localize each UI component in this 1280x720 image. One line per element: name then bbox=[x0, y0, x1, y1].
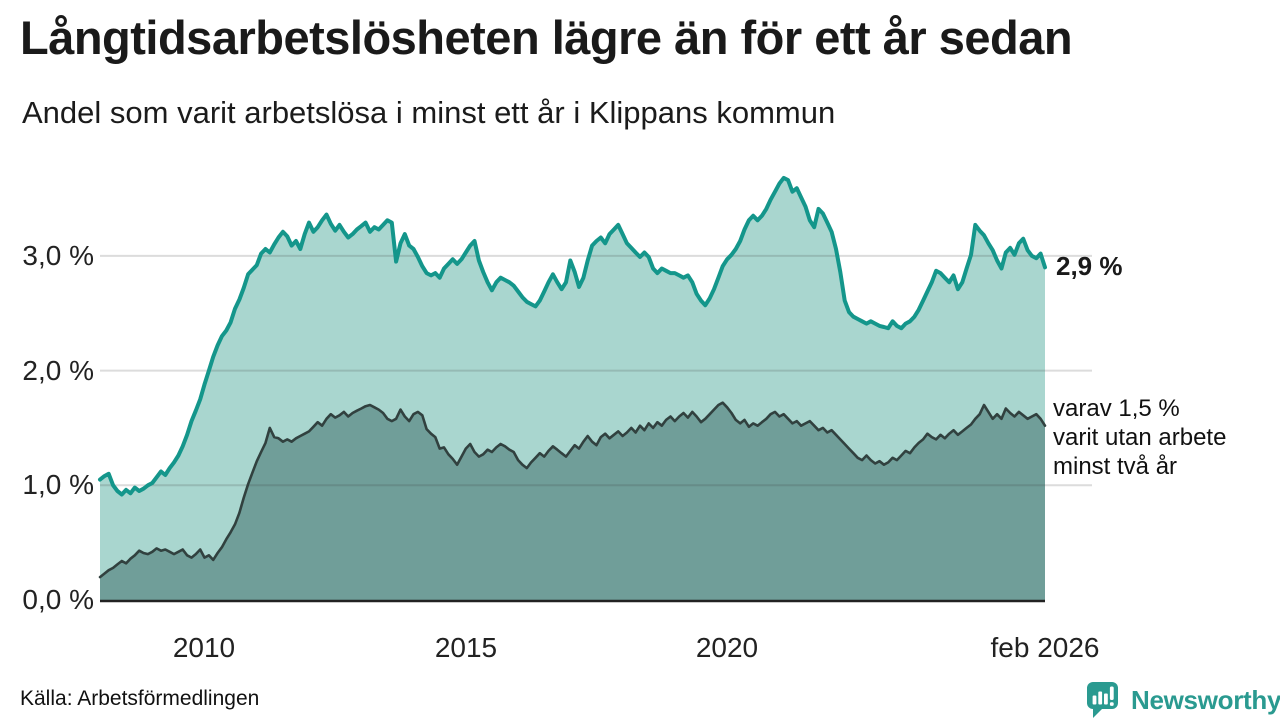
y-tick-0: 0,0 % bbox=[22, 584, 94, 615]
x-tick-2020: 2020 bbox=[695, 632, 759, 663]
y-tick-3: 3,0 % bbox=[22, 240, 94, 271]
y-tick-2: 2,0 % bbox=[22, 355, 94, 386]
x-tick-2010: 2010 bbox=[172, 632, 236, 663]
page-title: Långtidsarbetslösheten lägre än för ett … bbox=[20, 11, 1073, 64]
y-tick-1: 1,0 % bbox=[22, 469, 94, 500]
page-subtitle: Andel som varit arbetslösa i minst ett å… bbox=[22, 95, 836, 130]
source-attribution: Källa: Arbetsförmedlingen bbox=[20, 687, 260, 710]
newsworthy-logo-text: Newsworthy bbox=[1131, 684, 1280, 715]
series-end-value-label: 2,9 % bbox=[1056, 251, 1123, 281]
newsworthy-logo[interactable]: Newsworthy bbox=[1086, 681, 1280, 719]
series2-annotation: varav 1,5 % varit utan arbete minst två … bbox=[1053, 395, 1227, 480]
newsworthy-bubble-chart-icon bbox=[1087, 682, 1118, 718]
x-tick-feb-2026: feb 2026 bbox=[990, 632, 1100, 663]
x-tick-2015: 2015 bbox=[434, 632, 498, 663]
